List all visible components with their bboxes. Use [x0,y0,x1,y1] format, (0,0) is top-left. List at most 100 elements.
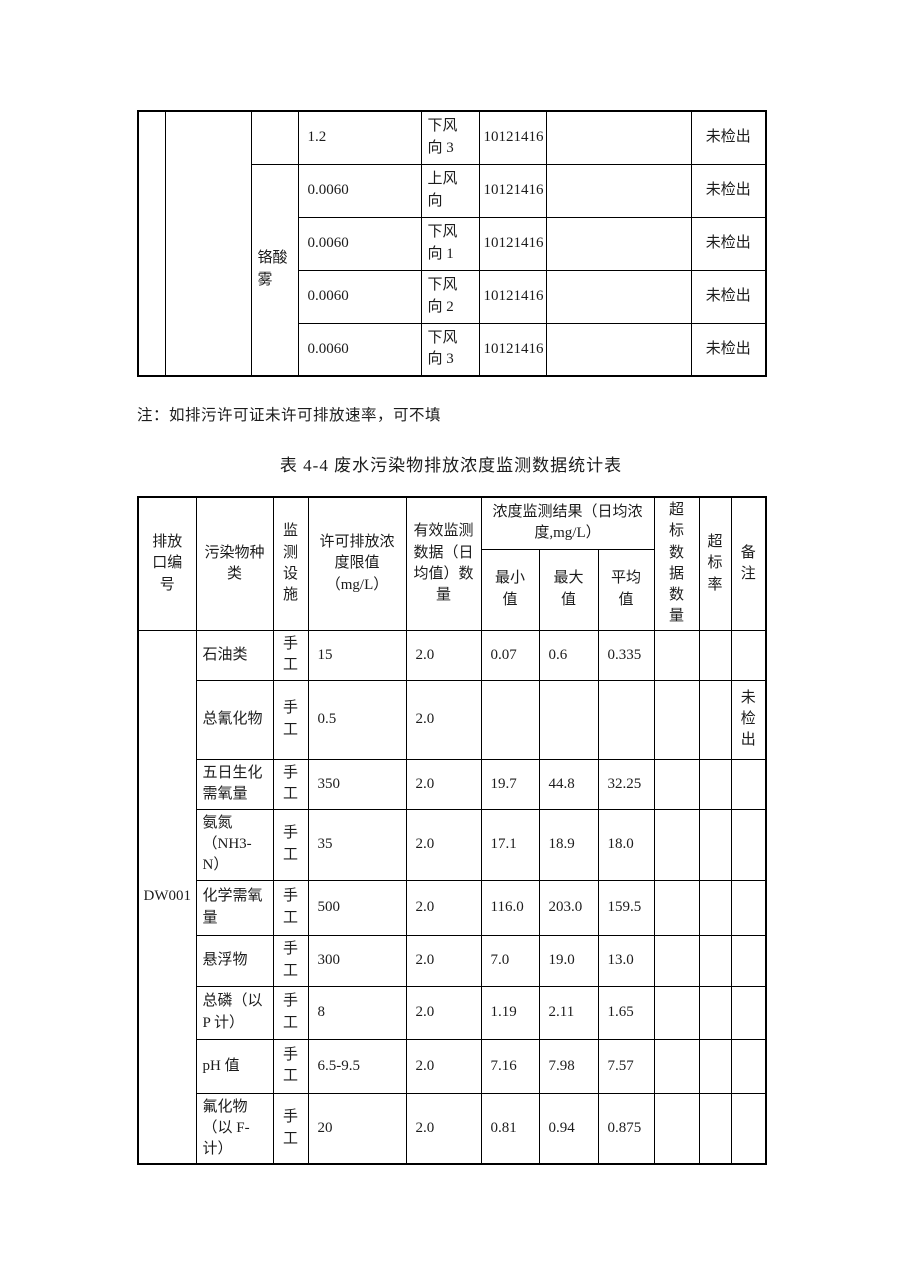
table-row: 总氰化物 手 工 0.5 2.0 未 检 出 [138,679,767,760]
limit-cell: 20 [307,1092,407,1165]
max-cell: 0.6 [538,629,599,681]
pollutant-name-cell: 铬酸 雾 [250,163,299,377]
pollutant-name-cell [250,110,299,165]
permitted-rate-cell: 0.0060 [297,322,422,377]
result-cell [545,269,692,324]
table-footnote: 注：如排污许可证未许可排放速率，可不填 [137,407,442,424]
exceed-rate-cell [698,679,732,760]
min-cell: 0.07 [480,629,540,681]
exceed-count-cell [653,879,700,936]
exceed-rate-cell [698,879,732,936]
permitted-rate-cell: 0.0060 [297,269,422,324]
max-cell [538,679,599,760]
facility-cell: 手 工 [272,629,309,681]
header-concentration-results-group: 浓度监测结果（日均浓 度,mg/L） [480,496,655,550]
count-cell: 2.0 [405,934,482,987]
table-row: 0.0060 下风 向 1 10121416 未检出 [138,216,767,271]
method-code-cell: 10121416 [478,216,547,271]
max-cell: 0.94 [538,1092,599,1165]
table-row: pH 值 手 工 6.5-9.5 2.0 7.16 7.98 7.57 [138,1038,767,1094]
facility-cell: 手 工 [272,879,309,936]
limit-cell: 300 [307,934,407,987]
header-monitoring-facility: 监 测 设 施 [272,496,309,631]
header-pollutant-type: 污染物种 类 [195,496,274,631]
count-cell: 2.0 [405,879,482,936]
wastewater-concentration-table: 排放 口编 号 污染物种 类 监 测 设 施 许可排放浓 度限值 （mg/L） … [137,496,768,1166]
count-cell: 2.0 [405,985,482,1040]
avg-cell: 13.0 [597,934,655,987]
facility-cell: 手 工 [272,985,309,1040]
max-cell: 7.98 [538,1038,599,1094]
avg-cell: 1.65 [597,985,655,1040]
method-code-cell: 10121416 [478,163,547,218]
exceed-count-cell [653,985,700,1040]
exceed-count-cell [653,934,700,987]
exceed-count-cell [653,758,700,810]
table-row: 五日生化 需氧量 手 工 350 2.0 19.7 44.8 32.25 [138,758,767,810]
remark-cell: 未检出 [690,163,767,218]
pollutant-cell: 石油类 [195,629,274,681]
table-title: 表 4-4 废水污染物排放浓度监测数据统计表 [279,456,623,475]
remark-cell: 未检出 [690,269,767,324]
remark-cell: 未检出 [690,322,767,377]
min-cell: 17.1 [480,808,540,881]
method-code-cell: 10121416 [478,110,547,165]
remark-cell [730,934,767,987]
monitoring-point-cell: 下风 向 3 [420,110,480,165]
exceed-count-cell [653,679,700,760]
count-cell: 2.0 [405,1092,482,1165]
facility-cell: 手 工 [272,934,309,987]
pollutant-cell: 悬浮物 [195,934,274,987]
min-cell: 1.19 [480,985,540,1040]
remark-cell: 未检出 [690,216,767,271]
facility-cell: 手 工 [272,1092,309,1165]
count-cell: 2.0 [405,1038,482,1094]
avg-cell: 0.875 [597,1092,655,1165]
pollutant-cell: 五日生化 需氧量 [195,758,274,810]
remark-cell [730,758,767,810]
facility-cell: 手 工 [272,679,309,760]
table-row: 化学需氧 量 手 工 500 2.0 116.0 203.0 159.5 [138,879,767,936]
monitoring-point-cell: 下风 向 2 [420,269,480,324]
header-outlet-id: 排放 口编 号 [137,496,197,631]
result-cell [545,163,692,218]
min-cell [480,679,540,760]
exceed-count-cell [653,1092,700,1165]
limit-cell: 6.5-9.5 [307,1038,407,1094]
header-exceed-data-count: 超 标 数 据 数 量 [653,496,700,631]
permitted-rate-cell: 1.2 [297,110,422,165]
remark-cell [730,629,767,681]
pollutant-cell: 氟化物 （以 F- 计） [195,1092,274,1165]
max-cell: 44.8 [538,758,599,810]
header-row: 排放 口编 号 污染物种 类 监 测 设 施 许可排放浓 度限值 （mg/L） … [137,496,767,631]
limit-cell: 8 [307,985,407,1040]
document-page: 1.2 下风 向 3 10121416 未检出 铬酸 雾 0.0060 上风 向… [137,110,768,1166]
pollutant-cell: 总磷（以 P 计） [195,985,274,1040]
exceed-rate-cell [698,758,732,810]
table-row: 0.0060 下风 向 2 10121416 未检出 [138,269,767,324]
exceed-rate-cell [698,934,732,987]
limit-cell: 350 [307,758,407,810]
exceed-count-cell [653,1038,700,1094]
table-row: 铬酸 雾 0.0060 上风 向 10121416 未检出 [138,163,767,377]
exceed-count-cell [653,629,700,681]
count-cell: 2.0 [405,758,482,810]
header-valid-data-count: 有效监测 数据（日 均值）数 量 [405,496,482,631]
max-cell: 19.0 [538,934,599,987]
facility-cell: 手 工 [272,758,309,810]
min-cell: 116.0 [480,879,540,936]
exceed-rate-cell [698,985,732,1040]
max-cell: 203.0 [538,879,599,936]
result-cell [545,216,692,271]
exceed-count-cell [653,808,700,881]
pollutant-cell: pH 值 [195,1038,274,1094]
facility-cell: 手 工 [272,1038,309,1094]
monitoring-point-cell: 下风 向 1 [420,216,480,271]
avg-cell: 32.25 [597,758,655,810]
permitted-rate-cell: 0.0060 [297,216,422,271]
table-row: DW001 石油类 手 工 15 2.0 0.07 0.6 0.335 [137,629,767,1165]
remark-cell [730,808,767,881]
monitoring-point-cell: 上风 向 [420,163,480,218]
limit-cell: 35 [307,808,407,881]
header-avg-value: 平均 值 [597,548,655,631]
